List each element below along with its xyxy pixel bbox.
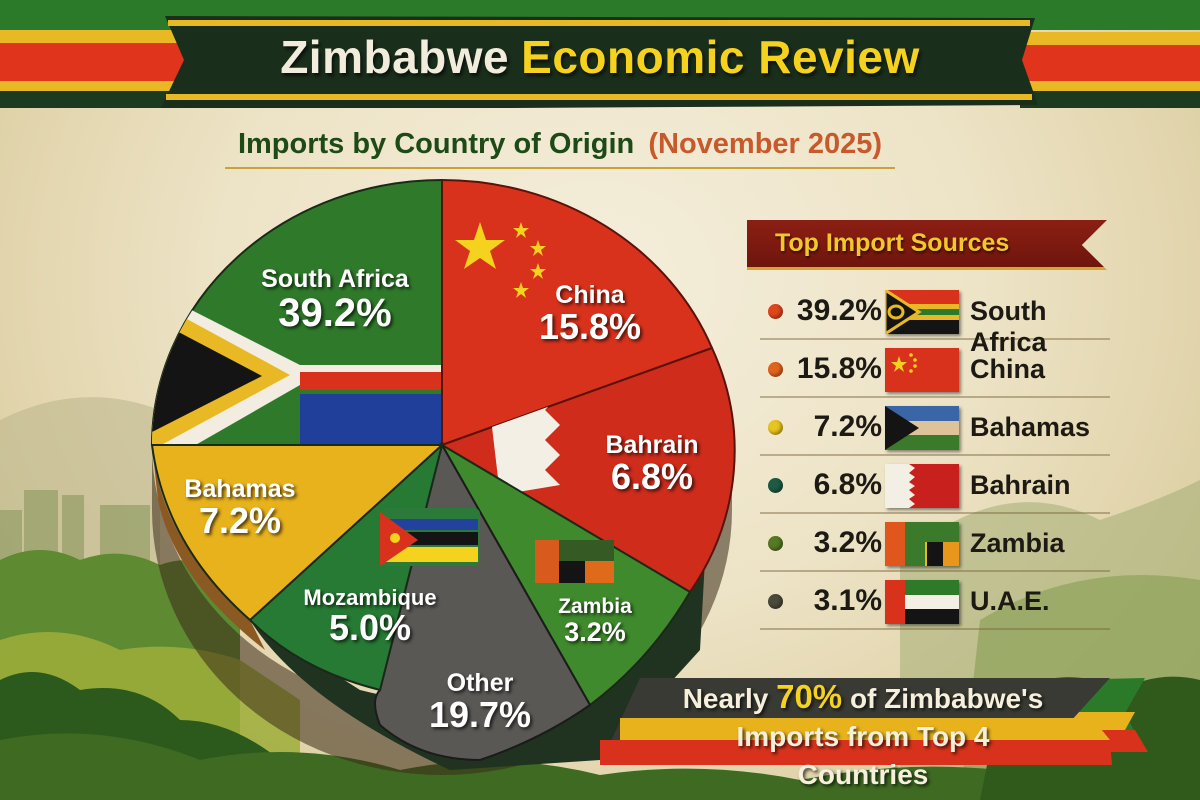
label-south-africa: South Africa 39.2% (240, 265, 430, 336)
label-pct: 19.7% (428, 694, 532, 736)
bahamas-flag-icon (885, 406, 959, 450)
label-pct: 6.8% (610, 456, 694, 498)
south-africa-flag-icon (885, 290, 959, 334)
bullet-icon (768, 304, 783, 319)
label-name: Bahrain (605, 431, 699, 459)
china-flag-icon (885, 348, 959, 392)
legend-name: U.A.E. (970, 586, 1050, 616)
slice-zambia (439, 442, 692, 707)
legend-name: South Africa (970, 296, 1047, 357)
bullet-icon (768, 420, 783, 435)
label-zambia: Zambia 3.2% (540, 595, 650, 648)
legend-item-south-africa: 39.2% South Africa (760, 282, 1110, 357)
legend-title: Top Import Sources (775, 229, 1010, 257)
slice-bahamas (150, 444, 445, 622)
legend-item-china: 15.8% China (760, 340, 1110, 398)
subtitle-period: (November 2025) (648, 128, 883, 160)
label-name: Zambia (558, 595, 632, 618)
legend-pct: 15.8% (796, 352, 882, 385)
zambia-flag-icon (885, 522, 959, 566)
legend-name: Zambia (970, 528, 1065, 558)
legend-pct: 3.1% (813, 584, 882, 617)
legend-name: Bahamas (970, 412, 1091, 442)
slice-mozambique (248, 442, 480, 692)
label-pct: 7.2% (198, 500, 282, 542)
label-pct: 3.2% (564, 617, 626, 648)
legend-pct: 3.2% (813, 526, 882, 559)
legend-title-banner: Top Import Sources (747, 220, 1107, 270)
callout-highlight: 70% (776, 678, 843, 715)
label-bahamas: Bahamas 7.2% (180, 476, 300, 540)
legend-pct: 7.2% (813, 410, 882, 443)
bullet-icon (768, 594, 783, 609)
callout-suffix: of Zimbabwe's (849, 683, 1044, 714)
label-other: Other 19.7% (420, 670, 540, 734)
legend-pct: 39.2% (796, 294, 882, 327)
callout-text: Nearly 70% of Zimbabwe's Imports from To… (668, 678, 1058, 794)
bullet-icon (768, 536, 783, 551)
chart-subtitle: Imports by Country of Origin (November 2… (225, 128, 895, 169)
label-name: Mozambique (303, 585, 437, 610)
label-name: Other (446, 669, 514, 697)
uae-flag-icon (885, 580, 959, 624)
label-pct: 5.0% (328, 607, 412, 649)
title-banner (0, 0, 1200, 110)
callout-line-1: Nearly 70% of Zimbabwe's (668, 678, 1058, 718)
label-name: China (555, 281, 625, 309)
label-china: China 15.8% (520, 282, 660, 346)
label-pct: 15.8% (538, 306, 642, 348)
slice-china (441, 178, 714, 447)
label-name: South Africa (261, 265, 409, 293)
subtitle-text: Imports by Country of Origin (237, 128, 635, 160)
slice-south-africa (150, 178, 443, 446)
label-mozambique: Mozambique 5.0% (290, 586, 450, 647)
legend-name: China (970, 354, 1046, 384)
legend-pct: 6.8% (813, 468, 882, 501)
callout-line-2: Imports from Top 4 Countries (736, 721, 990, 790)
bahrain-flag-icon (885, 464, 959, 508)
label-bahrain: Bahrain 6.8% (592, 432, 712, 496)
legend-item-bahamas: 7.2% Bahamas (760, 398, 1110, 456)
title-economic-review: Economic Review (521, 31, 920, 83)
legend-item-uae: 3.1% U.A.E. (760, 572, 1110, 630)
callout-prefix: Nearly (682, 683, 769, 714)
label-name: Bahamas (184, 475, 296, 503)
page-title: Zimbabwe Economic Review (0, 30, 1200, 84)
label-pct: 39.2% (278, 291, 392, 336)
callout-ribbon (600, 678, 1148, 765)
bullet-icon (768, 362, 783, 377)
bullet-icon (768, 478, 783, 493)
legend-item-bahrain: 6.8% Bahrain (760, 456, 1110, 514)
title-zimbabwe: Zimbabwe (280, 31, 510, 83)
legend-name: Bahrain (970, 470, 1071, 500)
legend-item-zambia: 3.2% Zambia (760, 514, 1110, 572)
